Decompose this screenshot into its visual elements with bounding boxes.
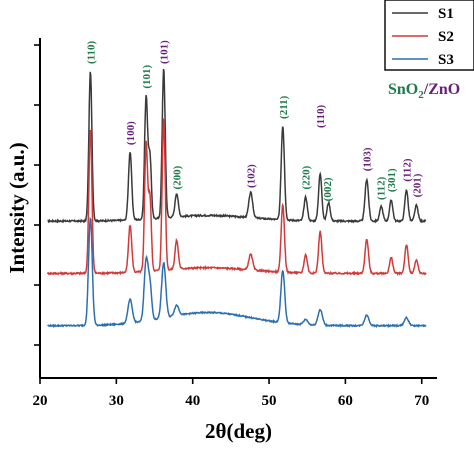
peak-label-sno2: (301) bbox=[386, 168, 398, 192]
peak-label-sno2: (200) bbox=[172, 165, 184, 189]
axes: 20 30 40 50 60 70 bbox=[33, 38, 437, 409]
peak-label-zno: (112) bbox=[401, 158, 413, 182]
series-line-S1 bbox=[47, 68, 427, 224]
peak-label-sno2: (220) bbox=[301, 165, 313, 189]
peak-label-sno2: (101) bbox=[141, 64, 153, 88]
series-line-S3 bbox=[47, 216, 427, 329]
x-tick-label: 40 bbox=[185, 393, 200, 409]
x-tick-label: 20 bbox=[33, 393, 48, 409]
legend-label-S2: S2 bbox=[438, 29, 454, 45]
peak-label-zno: (201) bbox=[411, 173, 423, 197]
x-tick-label: 70 bbox=[414, 393, 429, 409]
x-tick-label: 50 bbox=[262, 393, 277, 409]
series-group bbox=[46, 68, 427, 329]
peak-label-zno: (101) bbox=[159, 40, 171, 64]
peak-label-sno2: (110) bbox=[85, 40, 97, 64]
series-line-S2 bbox=[46, 117, 427, 276]
peak-label-zno: (110) bbox=[315, 104, 327, 128]
legend-label-S1: S1 bbox=[438, 6, 454, 22]
legend: S1 S2 S3 bbox=[384, 0, 474, 71]
y-axis-title: Intensity (a.u.) bbox=[5, 142, 29, 273]
peak-label-sno2: (112) bbox=[376, 176, 388, 200]
peak-label-zno: (100) bbox=[125, 121, 137, 145]
peak-label-sno2: (002) bbox=[322, 177, 334, 201]
legend-label-S3: S3 bbox=[438, 52, 454, 68]
x-axis-title: 2θ(deg) bbox=[205, 419, 272, 443]
material-label: SnO2/ZnO bbox=[388, 81, 460, 101]
x-tick-label: 30 bbox=[109, 393, 124, 409]
peak-label-sno2: (211) bbox=[278, 95, 290, 119]
peak-annotations: (110) (100) (101) (101) (200) (102) (211) (220)… bbox=[85, 40, 423, 201]
peak-label-zno: (103) bbox=[362, 147, 374, 171]
peak-label-zno: (102) bbox=[246, 164, 258, 188]
x-tick-label: 60 bbox=[338, 393, 353, 409]
